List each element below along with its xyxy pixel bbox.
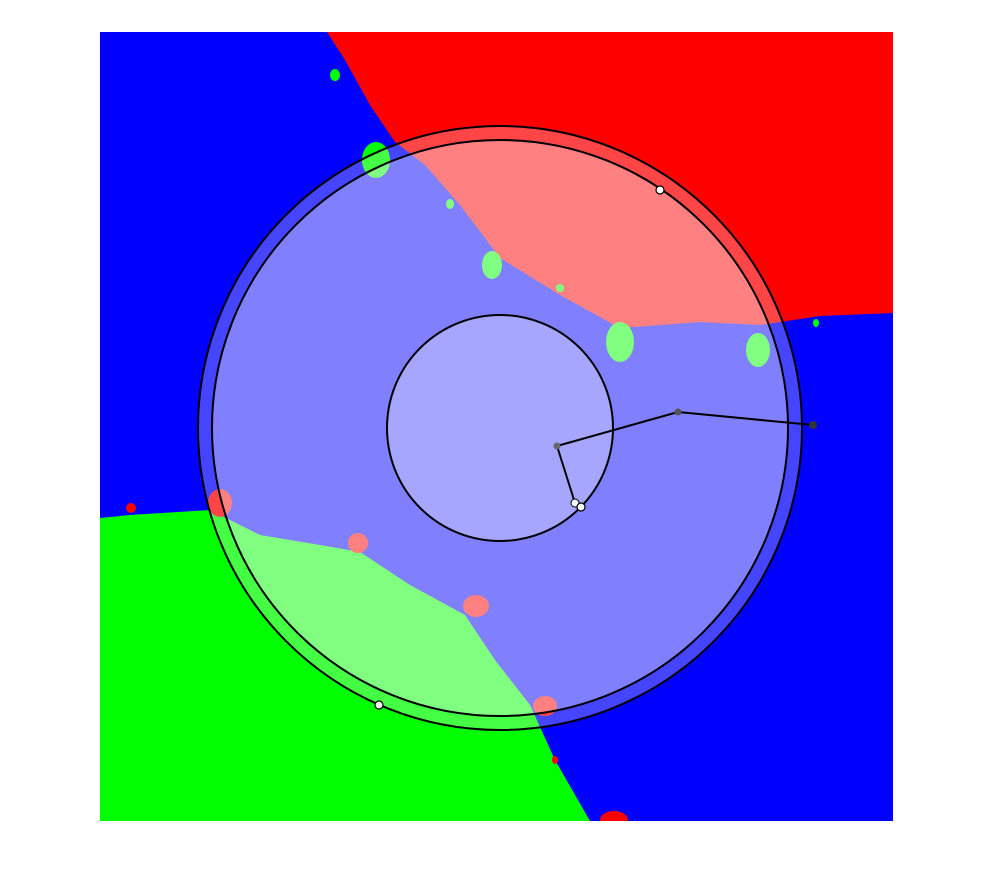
middle-circle: [211, 139, 789, 717]
red-basin: [327, 32, 893, 328]
disc-tint: [212, 140, 788, 716]
handle[interactable]: [655, 185, 665, 195]
basins: [100, 32, 893, 821]
inner-disc-tint: [387, 315, 613, 541]
circles: [197, 125, 814, 731]
handle[interactable]: [374, 700, 384, 710]
joint[interactable]: [553, 442, 561, 450]
green-basin: [100, 510, 590, 821]
red-buds: [126, 489, 628, 821]
inner-circle: [386, 314, 614, 542]
joint[interactable]: [809, 421, 817, 429]
handles[interactable]: [374, 185, 817, 710]
joint[interactable]: [674, 408, 682, 416]
arm-short: [556, 445, 576, 504]
outer-ring-tint: [198, 126, 802, 730]
handle[interactable]: [576, 502, 586, 512]
outer-circle: [197, 125, 803, 731]
green-buds: [330, 69, 819, 367]
